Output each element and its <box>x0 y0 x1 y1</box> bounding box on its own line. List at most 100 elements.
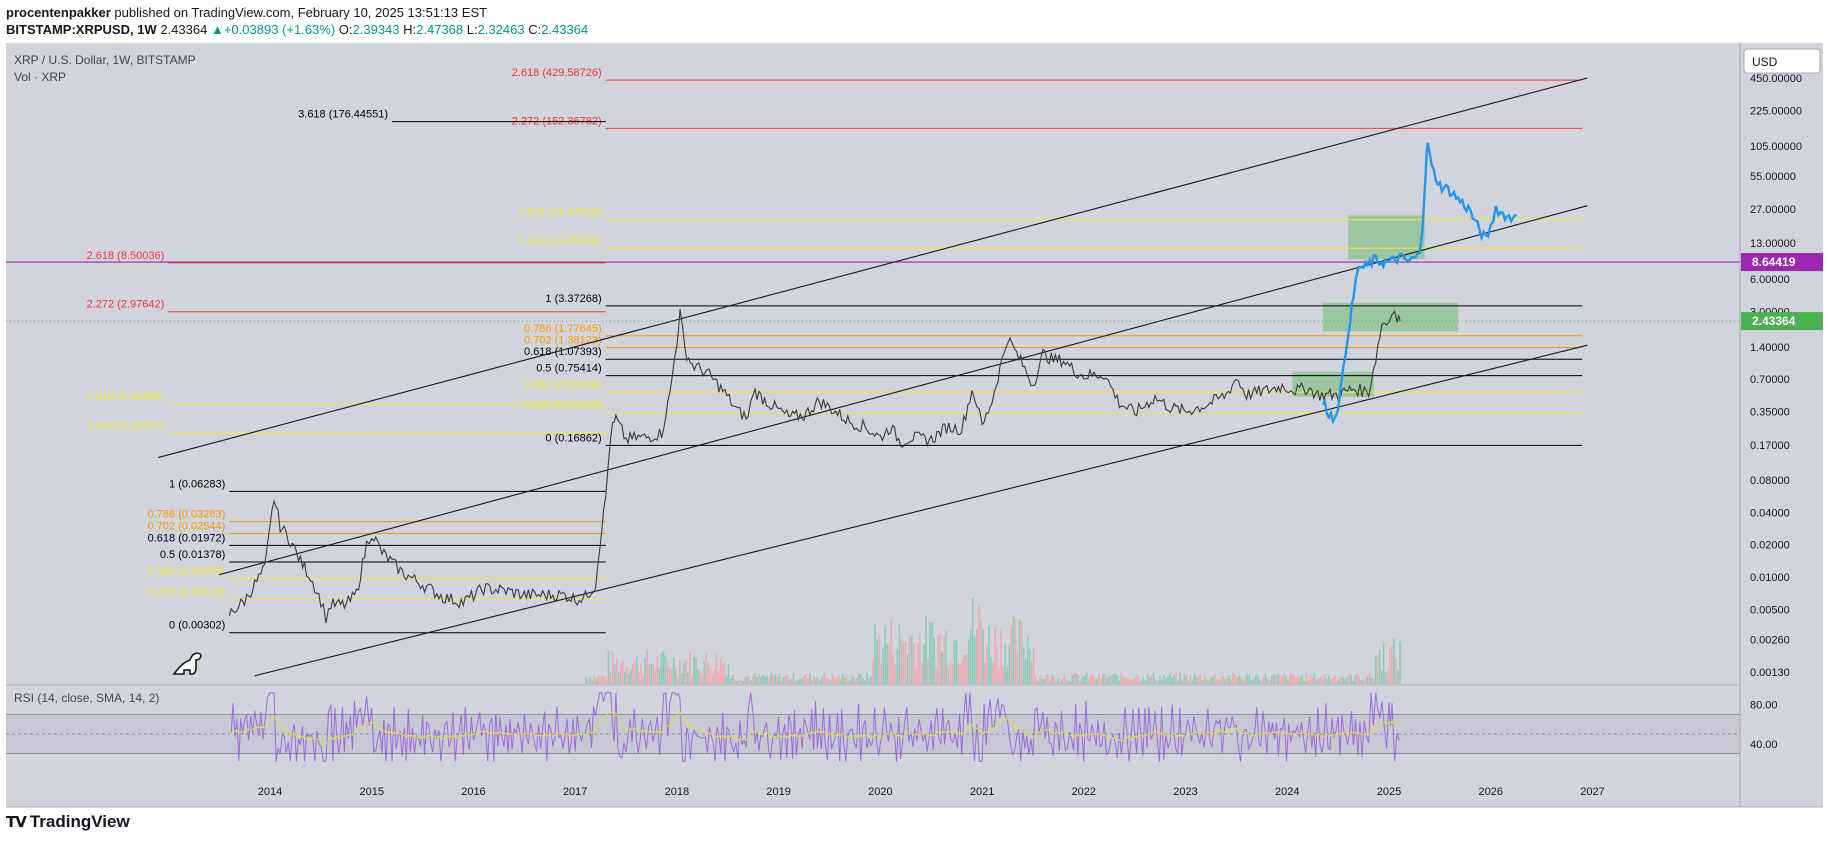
volume-bar <box>1393 638 1395 684</box>
volume-bar <box>1073 672 1076 684</box>
rsi-tick-label: 80.00 <box>1750 700 1778 712</box>
volume-bar <box>969 629 972 684</box>
volume-bar <box>1020 620 1023 684</box>
volume-bar <box>782 677 785 684</box>
volume-bar <box>827 677 830 684</box>
volume-bar <box>1214 674 1216 684</box>
chart-background <box>6 43 1740 807</box>
volume-bar <box>912 641 915 684</box>
price-candles <box>228 309 1401 624</box>
volume-bar <box>843 677 846 684</box>
fib-level-label: 0.618 (1.07393) <box>524 346 602 358</box>
volume-bar <box>721 665 724 684</box>
volume-bar <box>636 655 638 684</box>
volume-bar <box>1262 676 1265 684</box>
volume-bar <box>1043 679 1045 684</box>
volume-bar <box>809 673 811 684</box>
volume-bar <box>980 618 982 684</box>
volume-bar <box>1218 680 1220 684</box>
volume-bar <box>1134 678 1137 684</box>
volume-bar <box>593 675 596 684</box>
fib-level-label: 3.618 (176.44551) <box>298 109 388 121</box>
volume-bar <box>1181 678 1184 684</box>
volume-bar <box>727 663 730 684</box>
level-badge-bg <box>1741 253 1823 272</box>
dino-icon <box>172 652 202 675</box>
volume-bar <box>650 664 653 684</box>
fib-level-label: 0.786 (1.77645) <box>524 323 602 335</box>
volume-bar <box>1173 674 1175 684</box>
volume-bar <box>790 678 793 684</box>
volume-bar <box>847 680 850 684</box>
rsi-layer: 80.00 40.00 <box>6 684 1778 762</box>
volume-bar <box>825 677 828 684</box>
volume-bar <box>693 656 695 684</box>
footer-brand[interactable]: TV TradingView <box>6 812 130 832</box>
volume-bar <box>1301 674 1304 684</box>
highlight-box <box>1348 215 1425 260</box>
volume-bar <box>1012 615 1015 684</box>
volume-bar <box>676 675 679 684</box>
volume-bar <box>1047 673 1049 684</box>
volume-bar <box>794 680 797 684</box>
volume-bar <box>1236 677 1239 684</box>
volume-bar <box>707 662 710 684</box>
volume-bar <box>813 676 815 684</box>
volume-bar <box>807 678 809 684</box>
volume-bar <box>798 679 801 684</box>
volume-bar <box>654 668 657 684</box>
volume-bar <box>674 668 677 684</box>
volume-bar <box>1248 674 1251 684</box>
volume-bar <box>910 636 913 684</box>
fib-level-label: 1.414 (0.22057) <box>87 420 165 432</box>
volume-bar <box>1150 675 1153 684</box>
volume-bar <box>1110 676 1112 684</box>
volume-bar <box>705 653 707 684</box>
volume-bar <box>1291 673 1293 684</box>
volume-bar <box>870 676 872 684</box>
volume-bar <box>1148 677 1151 684</box>
currency-button[interactable]: USD <box>1743 48 1821 74</box>
volume-bar <box>1037 681 1039 684</box>
price-tick-label: 0.70000 <box>1750 374 1790 386</box>
volume-bar <box>965 655 968 684</box>
volume-bar <box>819 680 821 684</box>
fib-level-label: 0.382 (0.52958) <box>524 379 602 391</box>
author-name[interactable]: procentenpakker <box>6 5 111 20</box>
time-tick-label: 2020 <box>868 786 892 798</box>
fib-level-label: 0.236 (0.00618) <box>148 586 226 598</box>
volume-bar <box>638 672 640 684</box>
volume-legend: Vol · XRP <box>14 70 66 84</box>
volume-bar <box>931 621 933 684</box>
volume-bar <box>1010 626 1013 684</box>
volume-bar <box>992 662 994 684</box>
volume-bar <box>1067 680 1070 684</box>
volume-bar <box>1309 674 1312 684</box>
volume-bar <box>1368 672 1371 684</box>
volume-bar <box>1238 676 1241 684</box>
volume-bar <box>744 677 746 684</box>
fib-level-label: 0.702 (1.38123) <box>524 334 602 346</box>
volume-bar <box>1032 647 1035 684</box>
volume-bar <box>1004 643 1007 684</box>
time-tick-label: 2023 <box>1173 786 1197 798</box>
volume-bar <box>925 615 927 684</box>
fib-level-label: 1 (3.37268) <box>545 293 601 305</box>
volume-bar <box>1069 681 1072 684</box>
volume-bar <box>701 673 703 684</box>
volume-bar <box>1273 674 1275 684</box>
volume-bar <box>1246 674 1249 684</box>
volume-bar <box>833 676 836 684</box>
volume-bar <box>1386 668 1389 684</box>
volume-bar <box>1187 680 1190 684</box>
price-tick-label: 0.35000 <box>1750 406 1790 418</box>
volume-bar <box>1327 675 1330 684</box>
volume-bar <box>1000 628 1002 684</box>
time-tick-label: 2021 <box>970 786 994 798</box>
low-label: L: <box>466 22 478 37</box>
volume-bar <box>585 676 587 684</box>
volume-bar <box>817 678 819 684</box>
volume-bar <box>711 674 714 684</box>
volume-bar <box>1240 677 1243 684</box>
